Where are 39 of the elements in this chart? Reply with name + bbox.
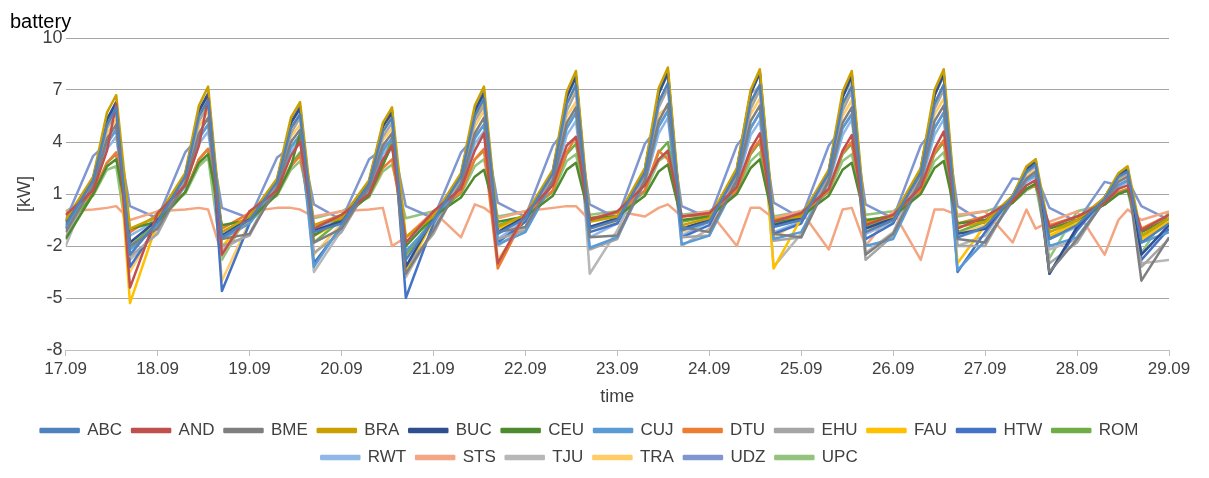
x-tick-label: 19.09 (228, 358, 271, 378)
legend-label: RWT (367, 447, 407, 467)
legend-label: FAU (913, 420, 947, 440)
x-tick-label: 22.09 (504, 358, 547, 378)
y-tick-label: -5 (46, 286, 63, 307)
legend-label: CEU (548, 420, 585, 440)
legend-label: ABC (87, 420, 123, 440)
legend-label: BRA (364, 420, 400, 440)
x-axis-title: time (600, 386, 635, 407)
legend-label: DTU (730, 420, 766, 440)
x-tick-label: 23.09 (596, 358, 639, 378)
legend-label: STS (462, 447, 496, 467)
y-tick-label: -8 (46, 338, 63, 359)
x-tick-label: 29.09 (1147, 358, 1191, 378)
x-tick-label: 27.09 (963, 358, 1007, 378)
x-tick-label: 26.09 (871, 358, 915, 378)
y-tick-label: 1 (52, 182, 63, 203)
legend-label: EHU (821, 420, 858, 440)
y-tick-label: -2 (46, 234, 63, 255)
x-tick-label: 24.09 (687, 358, 731, 378)
y-tick-label: 7 (52, 78, 63, 99)
legend-label: AND (178, 420, 215, 440)
legend-label: BUC (455, 420, 492, 440)
x-tick-label: 18.09 (136, 358, 179, 378)
y-tick-label: 4 (52, 130, 63, 151)
x-tick-label: 21.09 (412, 358, 455, 378)
legend-label: TRA (639, 447, 675, 467)
legend-label: BME (270, 420, 308, 440)
x-tick-label: 17.09 (44, 358, 87, 378)
legend-label: HTW (1003, 420, 1043, 440)
legend-label: CUJ (640, 420, 674, 440)
legend-label: ROM (1098, 420, 1139, 440)
legend-label: UDZ (730, 447, 766, 467)
y-axis-title: [kW] (13, 176, 34, 212)
x-tick-label: 28.09 (1055, 358, 1099, 378)
legend-label: TJU (552, 447, 584, 467)
x-tick-label: 20.09 (320, 358, 363, 378)
x-tick-label: 25.09 (779, 358, 823, 378)
legend-label: UPC (821, 447, 858, 467)
